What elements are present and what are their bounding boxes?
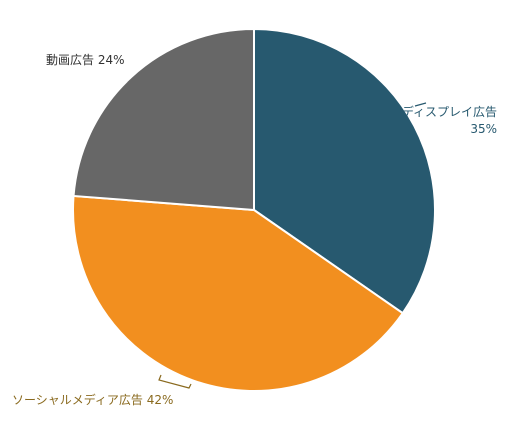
slice-label-social-media-ad: ソーシャルメディア広告 42% (12, 392, 173, 407)
slice-label-video-ad: 動画広告 24% (46, 53, 125, 67)
leader-line-social-media-ad (158, 374, 192, 389)
pie-leader-lines (158, 102, 427, 389)
pie-labels: ディスプレイ広告 35% ソーシャルメディア広告 42% 動画広告 24% (12, 53, 497, 407)
slice-display-ad (253, 27, 436, 315)
pie-slices (72, 27, 436, 392)
slice-video-ad (72, 27, 255, 212)
slice-value-display-ad: 35% (470, 122, 497, 136)
slice-label-display-ad: ディスプレイ広告 (402, 104, 497, 119)
slice-social-media-ad (72, 194, 405, 392)
leader-line-display-ad (414, 102, 427, 107)
